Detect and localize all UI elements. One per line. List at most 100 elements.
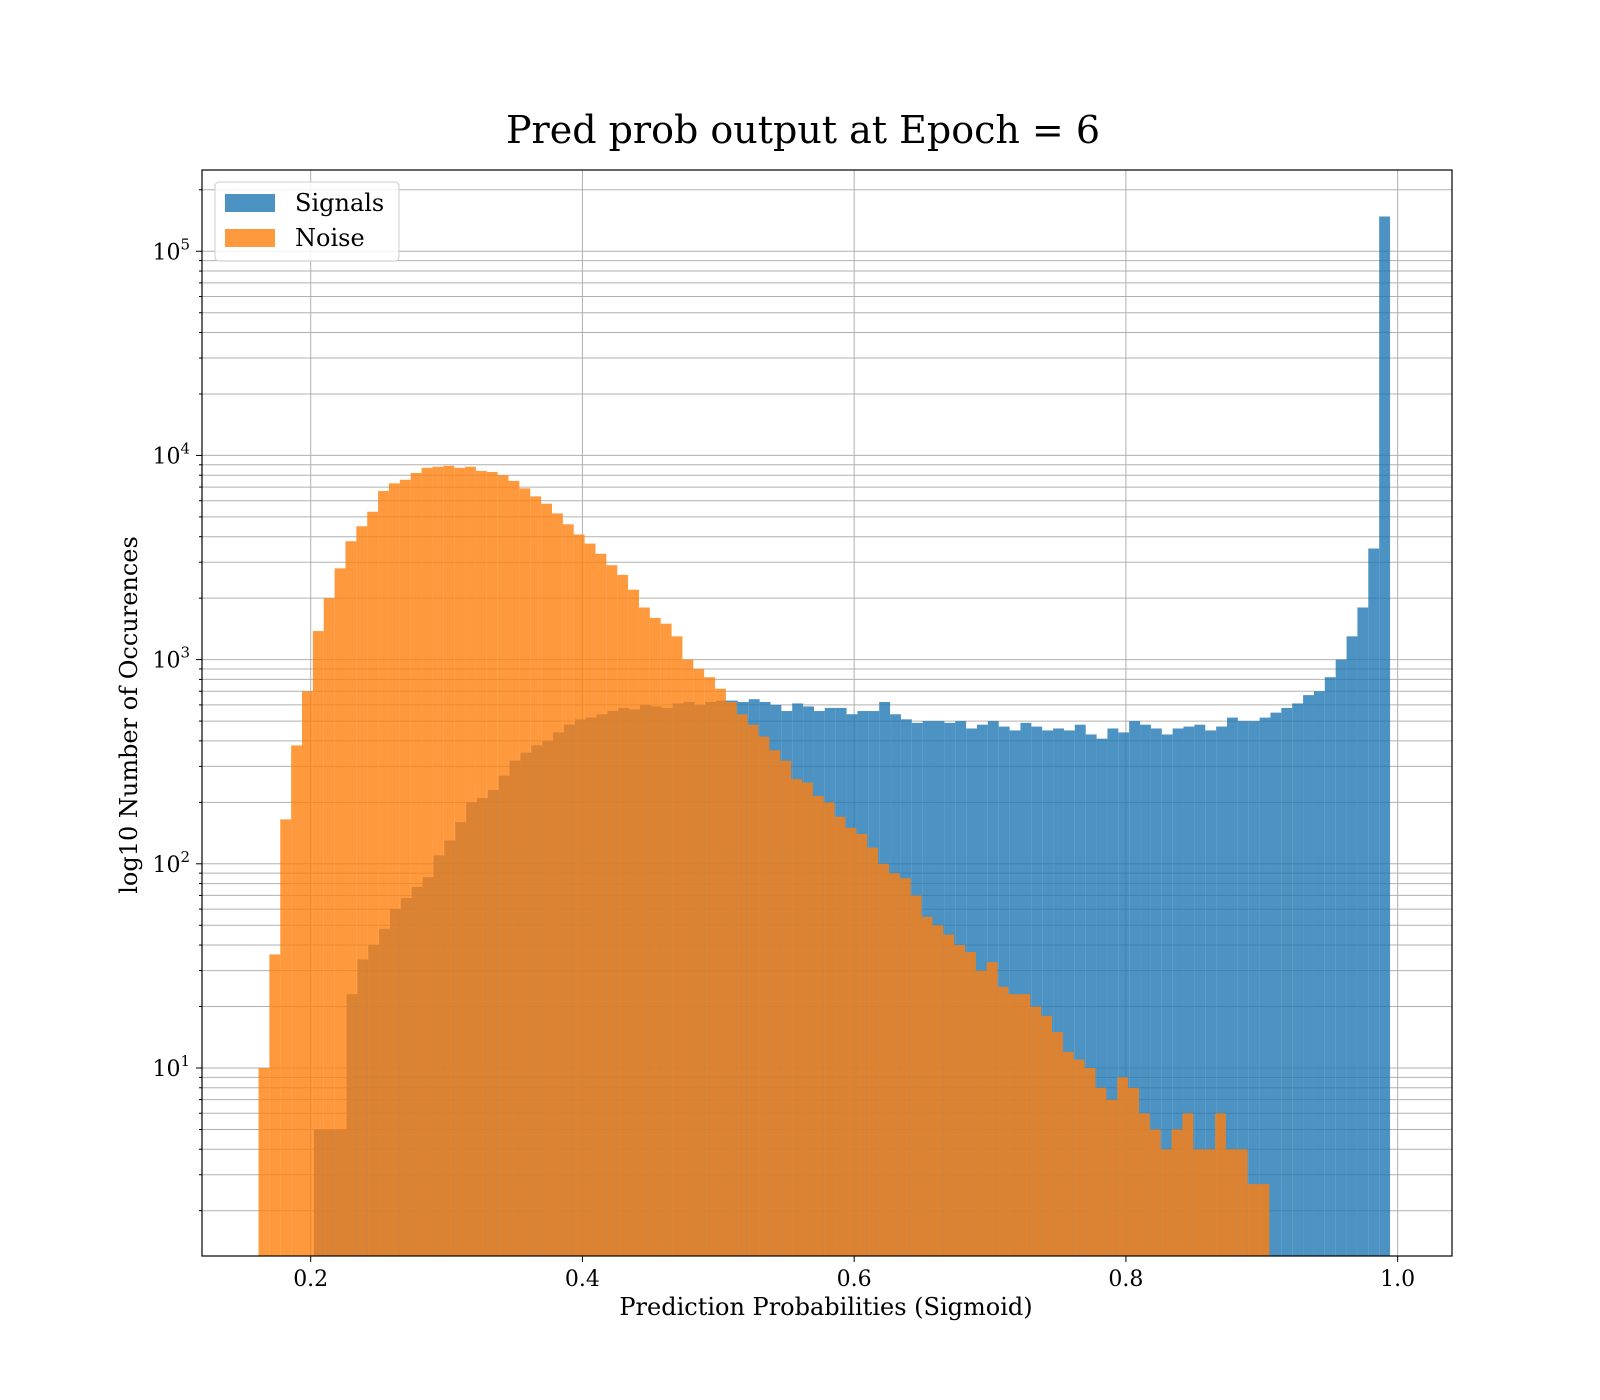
bar-signals xyxy=(1020,722,1032,1256)
bar-noise xyxy=(856,833,868,1256)
bar-signals xyxy=(1063,730,1075,1256)
bar-noise xyxy=(975,970,987,1256)
bar-noise xyxy=(475,470,487,1256)
bar-noise xyxy=(1095,1087,1107,1256)
bar-noise xyxy=(921,916,933,1256)
bar-noise xyxy=(1225,1149,1237,1256)
bar-noise xyxy=(291,745,302,1256)
bar-noise xyxy=(736,714,748,1256)
y-axis-label: log10 Number of Occurences xyxy=(115,536,143,894)
bar-noise xyxy=(1138,1113,1150,1256)
bar-noise xyxy=(628,589,639,1256)
bar-signals xyxy=(1368,548,1380,1256)
bar-noise xyxy=(965,951,976,1256)
y-tick-label: 101 xyxy=(152,1052,190,1082)
bar-noise xyxy=(323,598,335,1256)
bar-noise xyxy=(747,724,759,1256)
bar-signals xyxy=(1248,721,1260,1256)
legend-label-signals: Signals xyxy=(295,189,384,217)
bar-noise xyxy=(486,471,498,1256)
bar-noise xyxy=(878,863,889,1256)
bar-noise xyxy=(465,466,476,1256)
bar-noise xyxy=(725,702,737,1256)
bar-signals xyxy=(1183,726,1195,1256)
bar-noise xyxy=(1258,1184,1270,1256)
bar-noise xyxy=(595,553,607,1256)
bar-noise xyxy=(552,513,563,1256)
bar-signals xyxy=(1313,691,1325,1256)
bar-noise xyxy=(1171,1129,1183,1256)
bar-noise xyxy=(530,496,542,1256)
bar-noise xyxy=(421,467,433,1257)
bar-signals xyxy=(1129,721,1141,1256)
bar-noise xyxy=(867,847,879,1256)
x-tick-label: 0.8 xyxy=(1108,1267,1143,1292)
bar-noise xyxy=(1062,1051,1074,1256)
bar-signals xyxy=(1237,721,1249,1256)
bar-noise xyxy=(1041,1015,1052,1256)
bar-noise xyxy=(704,677,716,1256)
bar-signals xyxy=(1096,738,1108,1256)
bar-noise xyxy=(638,607,650,1256)
bar-noise xyxy=(1030,1006,1042,1256)
bar-noise xyxy=(432,466,444,1256)
bar-noise xyxy=(802,782,813,1256)
bar-noise xyxy=(508,480,520,1256)
bar-noise xyxy=(1193,1149,1205,1256)
bar-noise xyxy=(606,565,618,1256)
bar-noise xyxy=(617,574,629,1256)
bar-signals xyxy=(1107,728,1119,1256)
bar-noise xyxy=(791,779,802,1256)
bar-noise xyxy=(1019,994,1031,1256)
bar-signals xyxy=(1053,728,1064,1256)
bar-noise xyxy=(715,688,726,1256)
bar-noise xyxy=(671,636,683,1256)
bar-noise xyxy=(302,691,313,1256)
bar-noise xyxy=(758,736,770,1256)
bar-noise xyxy=(562,524,574,1256)
bar-noise xyxy=(1106,1099,1118,1256)
bar-noise xyxy=(345,541,357,1256)
bar-signals xyxy=(1031,726,1043,1256)
legend-swatch-noise xyxy=(225,229,275,247)
bar-noise xyxy=(443,465,455,1256)
bar-noise xyxy=(899,878,911,1256)
x-tick-label: 0.2 xyxy=(293,1267,328,1292)
bar-noise xyxy=(388,483,400,1256)
bar-noise xyxy=(834,816,846,1256)
legend-swatch-signals xyxy=(225,194,275,212)
bar-signals xyxy=(1292,703,1304,1256)
axis-ticks: 0.2 0.4 0.6 0.8 1.0 101 102 103 104 105 xyxy=(152,189,1415,1292)
bar-noise xyxy=(334,568,346,1256)
legend: Signals Noise xyxy=(214,181,400,262)
bar-noise xyxy=(258,1067,270,1256)
bar-noise xyxy=(269,954,281,1256)
bar-noise xyxy=(932,925,944,1256)
bar-signals xyxy=(1118,732,1130,1256)
bar-noise xyxy=(649,617,661,1256)
bar-noise xyxy=(1247,1184,1259,1256)
bar-noise xyxy=(769,750,781,1256)
bar-noise xyxy=(378,490,389,1256)
bar-noise xyxy=(1128,1087,1139,1256)
bar-signals xyxy=(1357,607,1369,1256)
bar-signals xyxy=(1303,695,1314,1256)
bar-signals xyxy=(1074,724,1086,1256)
bar-signals xyxy=(1140,724,1151,1256)
bar-signals xyxy=(1379,216,1391,1256)
x-tick-label: 0.6 xyxy=(837,1267,872,1292)
bar-noise xyxy=(997,986,1009,1256)
bar-noise xyxy=(1204,1149,1216,1256)
bar-signals xyxy=(1205,730,1217,1256)
bar-noise xyxy=(1149,1129,1161,1256)
bar-signals xyxy=(1324,677,1336,1256)
bar-signals xyxy=(1281,707,1293,1256)
axes-frame xyxy=(201,169,1453,1257)
bar-noise xyxy=(845,827,857,1256)
bar-noise xyxy=(519,488,531,1256)
bar-signals xyxy=(1227,717,1238,1256)
bar-signals xyxy=(1085,734,1097,1256)
histogram-bars xyxy=(258,216,1391,1257)
bar-noise xyxy=(780,760,792,1256)
